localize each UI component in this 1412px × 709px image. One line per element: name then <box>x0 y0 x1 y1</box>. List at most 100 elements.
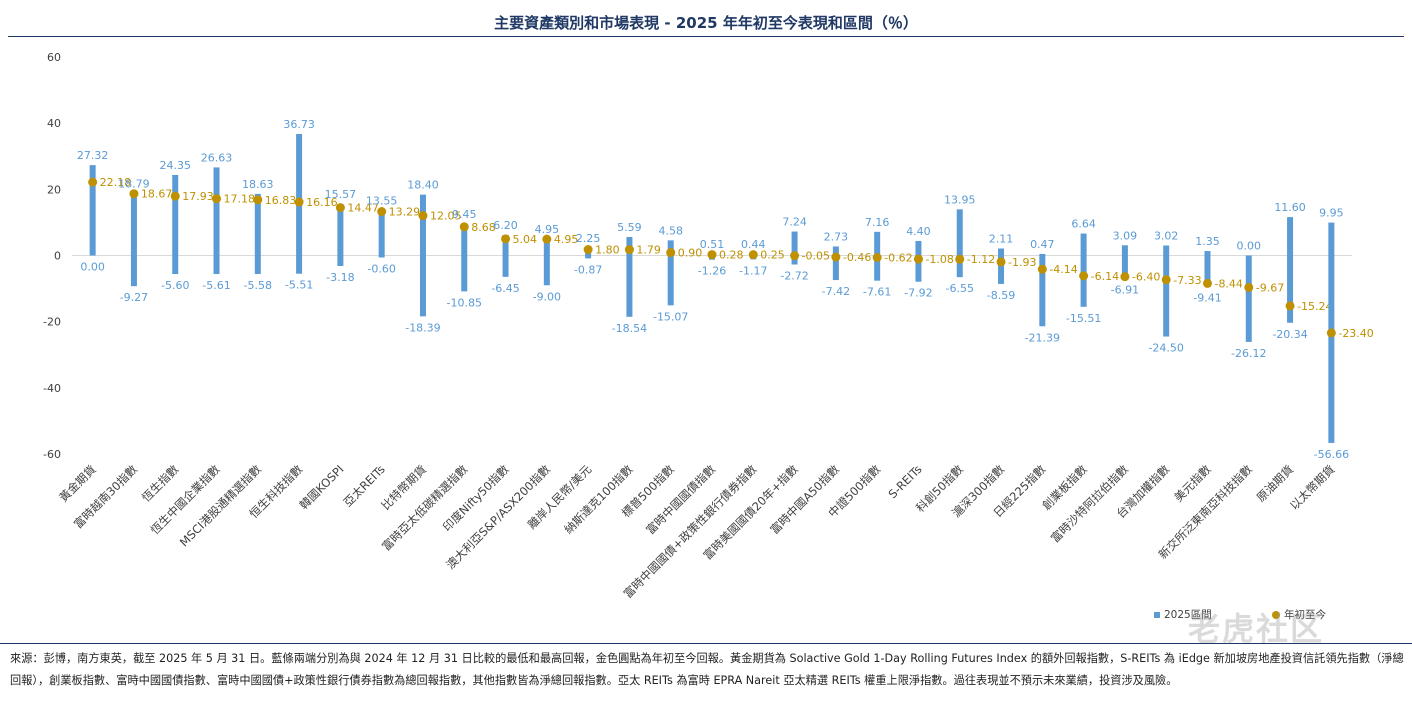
footer-divider <box>0 643 1412 644</box>
y-tick-label: 0 <box>54 250 61 263</box>
high-label: 3.09 <box>1113 229 1138 242</box>
high-label: 2.73 <box>824 230 849 243</box>
high-label: 1.35 <box>1195 235 1220 248</box>
title-divider <box>8 36 1404 37</box>
ytd-dot <box>913 254 923 264</box>
ytd-dot <box>418 211 428 221</box>
low-label: -6.45 <box>491 282 519 295</box>
range-chart: 60 40 20 0 -20 -40 -60 27.32 0.00 22.18 黃金期貨 18.79 -… <box>43 51 1374 621</box>
low-label: -0.87 <box>574 263 602 276</box>
ytd-label: 8.68 <box>471 221 496 234</box>
low-label: -2.72 <box>780 269 808 282</box>
ytd-label: 16.16 <box>306 196 338 209</box>
range-bar <box>1287 217 1294 323</box>
ytd-label: 0.25 <box>760 249 785 262</box>
high-label: 5.59 <box>617 221 642 234</box>
range-bar <box>543 239 550 286</box>
y-tick-label: 60 <box>47 51 61 64</box>
footnote: 來源：彭博，南方東英，截至 2025 年 5 月 31 日。藍條兩端分別為與 2… <box>10 652 1404 687</box>
range-bar <box>130 193 137 287</box>
category-label: S-REITs <box>886 462 925 501</box>
ytd-label: 0.28 <box>719 249 744 262</box>
low-label: -9.27 <box>120 291 148 304</box>
category-label: 韓國KOSPI <box>297 462 347 512</box>
low-label: -0.60 <box>367 262 395 275</box>
ytd-label: -1.93 <box>1008 256 1036 269</box>
low-label: -10.85 <box>447 296 482 309</box>
ytd-label: 14.47 <box>347 202 379 215</box>
category-label: 美元指數 <box>1171 462 1214 505</box>
high-label: 26.63 <box>201 151 233 164</box>
legend-ytd-swatch <box>1272 611 1280 619</box>
low-label: -5.60 <box>161 279 189 292</box>
low-label: -15.07 <box>653 310 688 323</box>
category-label: 原油期貨 <box>1254 462 1296 504</box>
category-label: 黃金期貨 <box>56 462 98 504</box>
range-bar <box>956 209 963 278</box>
category-label: 恆生指數 <box>139 462 182 505</box>
low-label: -7.92 <box>904 287 932 300</box>
y-tick-label: 20 <box>47 183 61 196</box>
range-bar <box>502 234 509 277</box>
ytd-dot <box>459 222 469 232</box>
ytd-label: -6.14 <box>1091 270 1119 283</box>
low-label: -5.61 <box>202 279 230 292</box>
ytd-dot <box>335 203 345 213</box>
ytd-dot <box>872 253 882 263</box>
range-bar <box>461 224 468 292</box>
ytd-label: 1.80 <box>595 244 620 257</box>
range-bar <box>1039 253 1046 327</box>
high-label: 9.95 <box>1319 207 1344 220</box>
high-label: 4.58 <box>658 224 683 237</box>
range-bar <box>172 174 179 275</box>
ytd-dot <box>666 248 676 258</box>
ytd-dot <box>1244 282 1254 292</box>
ytd-label: 17.93 <box>182 190 214 203</box>
range-bar <box>1163 245 1170 337</box>
high-label: 0.44 <box>741 238 766 251</box>
high-label: 18.79 <box>118 177 150 190</box>
range-bar <box>626 237 633 317</box>
ytd-label: -1.08 <box>925 253 953 266</box>
range-bar <box>1080 233 1087 307</box>
ytd-label: -0.05 <box>802 250 830 263</box>
ytd-label: -6.40 <box>1132 271 1160 284</box>
ytd-label: 17.18 <box>224 193 256 206</box>
high-label: 3.02 <box>1154 230 1179 243</box>
category-label: 富時中國國債指數 <box>643 462 718 537</box>
range-bar <box>791 231 798 265</box>
high-label: 18.40 <box>407 179 439 192</box>
ytd-label: -4.14 <box>1049 263 1077 276</box>
ytd-label: -9.67 <box>1256 281 1284 294</box>
high-label: 7.16 <box>865 216 890 229</box>
y-tick-label: -60 <box>43 448 61 461</box>
ytd-dot <box>501 234 511 244</box>
high-label: 6.64 <box>1071 218 1096 231</box>
high-label: 13.55 <box>366 195 398 208</box>
low-label: -7.42 <box>822 285 850 298</box>
ytd-label: 18.67 <box>141 188 173 201</box>
low-label: -56.66 <box>1314 448 1349 461</box>
ytd-label: 1.79 <box>636 244 661 257</box>
ytd-dot <box>1326 328 1336 338</box>
ytd-dot <box>831 252 841 262</box>
high-label: 36.73 <box>283 118 315 131</box>
high-label: 9.45 <box>452 208 477 221</box>
low-label: -5.51 <box>285 279 313 292</box>
ytd-dot <box>253 195 263 205</box>
high-label: 18.63 <box>242 178 274 191</box>
high-label: 4.40 <box>906 225 931 238</box>
high-label: 4.95 <box>535 223 560 236</box>
high-label: 2.11 <box>989 233 1014 246</box>
ytd-dot <box>624 245 634 255</box>
category-label: 富時沙特阿拉伯指數 <box>1048 462 1131 545</box>
high-label: 15.57 <box>325 188 357 201</box>
ytd-dot <box>1037 264 1047 274</box>
low-label: -20.34 <box>1272 328 1307 341</box>
watermark: 老虎社区 <box>1188 610 1325 648</box>
ytd-dot <box>377 207 387 217</box>
ytd-dot <box>294 197 304 207</box>
ytd-label: -1.12 <box>967 253 995 266</box>
ytd-dot <box>542 234 552 244</box>
range-bar <box>1245 255 1252 342</box>
